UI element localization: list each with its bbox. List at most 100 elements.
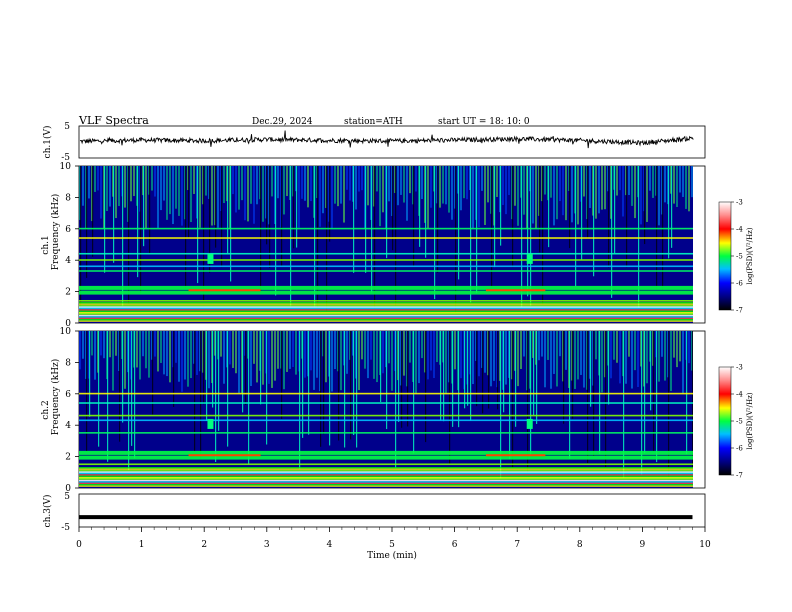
spectrogram-noise (175, 166, 177, 209)
sferic-spike (260, 331, 262, 405)
spectrogram-noise (253, 166, 255, 224)
spectrogram-noise (472, 166, 474, 229)
spectrogram-noise (187, 331, 189, 387)
spectrogram-noise (163, 166, 165, 201)
sferic-spike (455, 166, 457, 313)
spectrogram-noise (142, 331, 144, 357)
spectrogram-noise (514, 166, 516, 206)
sferic-spike (308, 331, 310, 435)
spectrogram-noise (505, 331, 507, 385)
sferic-spike (113, 166, 115, 263)
sferic-spike (281, 331, 283, 419)
sferic-spike (470, 166, 472, 303)
spectrogram-noise (340, 166, 342, 204)
sferic-spike (131, 331, 133, 446)
low-frequency-band (79, 467, 693, 469)
sferic-spike (590, 331, 592, 407)
sferic-spike (476, 331, 478, 407)
spectrogram-noise (559, 331, 561, 357)
spectrogram-noise (109, 331, 111, 358)
spectrogram-noise (580, 331, 582, 375)
spectrogram-noise (223, 331, 225, 384)
sferic-spike (188, 166, 190, 239)
spectrogram-noise (496, 166, 498, 197)
sferic-spike (425, 166, 427, 258)
spectrogram-noise (685, 166, 687, 209)
ch1-spectrogram-image (79, 166, 693, 323)
spectrogram-noise (682, 331, 684, 394)
sferic-spike (623, 331, 625, 478)
sferic-spike (212, 331, 214, 408)
colorbar-tick-label: -6 (736, 445, 743, 453)
spectrogram-noise (124, 331, 126, 389)
spectrogram-noise (388, 331, 390, 364)
ch3-ytick-top: 5 (64, 492, 70, 502)
spectrogram-noise (484, 166, 486, 225)
spectrogram-noise (211, 166, 213, 226)
sferic-spike (338, 331, 340, 441)
sferic-spike (413, 331, 415, 454)
spectrogram-noise (181, 166, 183, 226)
spectrogram-noise (664, 331, 666, 381)
y-tick-label: 6 (65, 225, 71, 235)
spectrogram-noise (262, 166, 264, 222)
ch1-waveform-panel: 5 -5 ch.1(V) (42, 122, 706, 163)
sferic-spike (185, 166, 187, 289)
spectrogram-noise (625, 331, 627, 384)
ch2-spectrogram-panel: 0 2 4 6 8 10 ch.2 Frequency (kHz) -3 -4 -5 -6 -7 … (41, 327, 754, 494)
spectrogram-noise (178, 166, 180, 216)
spectrogram-noise (661, 331, 663, 357)
sferic-spike (86, 166, 88, 278)
sferic-spike (452, 331, 454, 427)
low-frequency-band (79, 476, 693, 479)
spectrogram-noise (421, 166, 423, 200)
spectrogram-noise (154, 166, 156, 197)
spectrogram-noise (370, 331, 372, 360)
spectrogram-noise (631, 331, 633, 389)
sferic-spike (500, 166, 502, 246)
spectrogram-noise (544, 166, 546, 195)
spectrogram-noise (670, 331, 672, 392)
spectrogram-noise (547, 331, 549, 360)
spectrogram-noise (157, 166, 159, 228)
y-tick-label: 2 (65, 453, 71, 463)
y-tick-label: 10 (60, 162, 72, 172)
narrowband-line (79, 300, 693, 302)
spectrogram-noise (493, 331, 495, 381)
spectrogram-noise (346, 331, 348, 374)
spectrogram-noise (175, 331, 177, 363)
spectrogram-noise (679, 166, 681, 193)
spectrogram-noise (217, 166, 219, 228)
spectrogram-noise (691, 166, 693, 198)
spectrogram-noise (358, 331, 360, 391)
spectrogram-noise (601, 331, 603, 393)
sferic-spike (413, 166, 415, 267)
sferic-spike (668, 331, 670, 477)
start-ut-label: start UT = 18: 10: 0 (438, 117, 530, 127)
spectrogram-noise (238, 166, 240, 210)
time-x-axis: 0 1 2 3 4 5 6 7 8 9 10 (76, 527, 711, 550)
spectrogram-noise (361, 331, 363, 360)
spectrogram-noise (166, 331, 168, 377)
low-frequency-band (79, 471, 693, 473)
spectrogram-noise (376, 166, 378, 192)
spectrogram-noise (556, 166, 558, 220)
sferic-spike (650, 331, 652, 411)
sferic-spike (266, 166, 268, 245)
spectrogram-noise (478, 331, 480, 377)
sferic-spike (686, 331, 688, 455)
sferic-spike (107, 331, 109, 462)
spectrogram-noise (331, 166, 333, 229)
spectrogram-noise (223, 166, 225, 204)
low-frequency-band (79, 310, 693, 312)
spectrogram-noise (460, 331, 462, 379)
spectrogram-noise (688, 331, 690, 364)
sferic-spike (656, 331, 658, 463)
sferic-spike (296, 166, 298, 248)
narrowband-line (79, 419, 693, 422)
narrowband-line (79, 265, 693, 268)
spectrogram-noise (220, 331, 222, 357)
sferic-spike (563, 331, 565, 424)
sferic-spike (671, 166, 673, 248)
sferic-spike (143, 166, 145, 247)
